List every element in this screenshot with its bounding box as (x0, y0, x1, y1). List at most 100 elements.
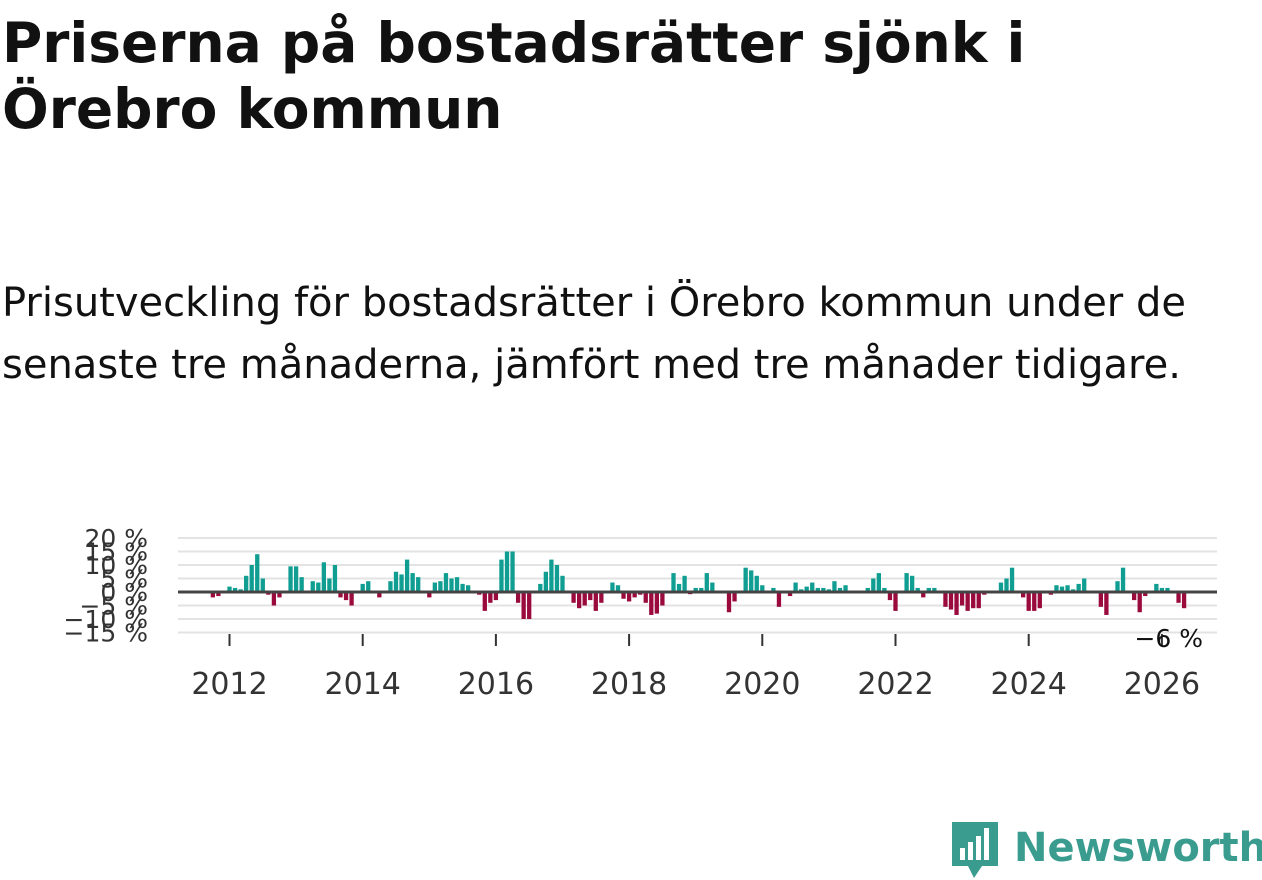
bar (416, 577, 421, 592)
bar (932, 587, 937, 592)
bar (1120, 567, 1126, 592)
bar (1098, 592, 1103, 607)
bar (549, 559, 554, 592)
bar (904, 573, 909, 592)
bar (887, 592, 893, 601)
bar (1032, 592, 1037, 611)
y-tick-label: −5 % (79, 592, 148, 621)
y-axis: 20 %15 %10 %5 %0 %−5 %−10 %−15 % (64, 524, 148, 648)
bar (832, 581, 837, 592)
bar (610, 582, 615, 592)
bar (310, 581, 315, 592)
bar (1115, 581, 1120, 592)
bar (954, 592, 959, 615)
bar (593, 592, 598, 611)
bar (710, 582, 715, 592)
bar (399, 574, 404, 592)
bar (460, 583, 465, 592)
bar (660, 592, 665, 606)
bar (366, 581, 371, 592)
bar (671, 573, 676, 592)
bar (1137, 592, 1142, 613)
bar (865, 587, 870, 592)
bar (821, 587, 826, 592)
bar (893, 592, 898, 611)
bar (299, 577, 304, 592)
bar (271, 592, 277, 606)
bar (654, 592, 659, 614)
bar (244, 575, 249, 592)
bar (360, 583, 365, 592)
bar (488, 592, 493, 603)
x-axis: 2012 2014 2016 2018 2020 2022 2024 2026 (191, 634, 1200, 702)
bar (876, 573, 881, 592)
bar (1082, 578, 1087, 592)
brand-name: Newsworthy (1014, 825, 1262, 871)
bar (454, 577, 460, 592)
bar (466, 585, 471, 592)
bar (754, 575, 759, 592)
bar (843, 585, 848, 592)
bar (349, 592, 354, 606)
bar (649, 592, 654, 615)
bar (948, 592, 954, 610)
bar (588, 592, 593, 601)
bar (327, 578, 332, 592)
bar (1154, 583, 1159, 592)
x-tick-label: 2014 (325, 667, 401, 702)
bar (771, 587, 776, 592)
bar (621, 592, 626, 599)
bar (882, 587, 887, 592)
chart-subtitle: Prisutveckling för bostadsrätter i Örebr… (2, 280, 1186, 388)
bar (438, 581, 443, 592)
bar (910, 575, 915, 592)
bar (615, 585, 621, 592)
bar (787, 592, 793, 597)
bar (1026, 592, 1031, 611)
bar (793, 582, 798, 592)
bar (482, 592, 487, 611)
bar (443, 573, 449, 592)
chart-title: Priserna på bostadsrätter sjönk i Örebro… (2, 11, 1026, 141)
bar (1076, 583, 1081, 592)
bar (449, 578, 454, 592)
bar (998, 582, 1004, 592)
bar (682, 575, 687, 592)
bar (499, 559, 504, 592)
bar (554, 565, 560, 592)
bar (210, 592, 215, 598)
bar (527, 592, 532, 619)
x-tick-label: 2022 (857, 667, 933, 702)
bar (599, 592, 604, 603)
x-tick-label: 2024 (991, 667, 1067, 702)
bar (571, 592, 576, 603)
bar (1165, 587, 1170, 592)
bar (404, 559, 410, 592)
bar (538, 583, 543, 592)
y-tick-label: −10 % (64, 605, 148, 634)
y-tick-label: 0 % (100, 578, 148, 607)
y-tick-label: −15 % (64, 619, 148, 648)
bar (871, 578, 876, 592)
bar (293, 566, 299, 592)
x-tick-label: 2020 (724, 667, 800, 702)
bar (1059, 586, 1065, 592)
bar (732, 592, 737, 602)
bar (1176, 592, 1181, 603)
bar (288, 566, 293, 592)
bar-chart: 20 %15 %10 %5 %0 %−5 %−10 %−15 % 2012 201… (64, 524, 1217, 702)
bar (1004, 578, 1009, 592)
y-tick-label: 20 % (84, 524, 148, 553)
bar (582, 592, 587, 606)
y-tick-label: 5 % (100, 565, 148, 594)
bar (810, 582, 815, 592)
bar (1104, 592, 1109, 615)
bar (338, 592, 343, 598)
x-tick-label: 2016 (458, 667, 534, 702)
bar (976, 592, 981, 609)
bar (965, 592, 970, 611)
bar (815, 587, 820, 592)
bar (410, 573, 415, 592)
bar (388, 581, 393, 592)
bar (232, 587, 238, 592)
